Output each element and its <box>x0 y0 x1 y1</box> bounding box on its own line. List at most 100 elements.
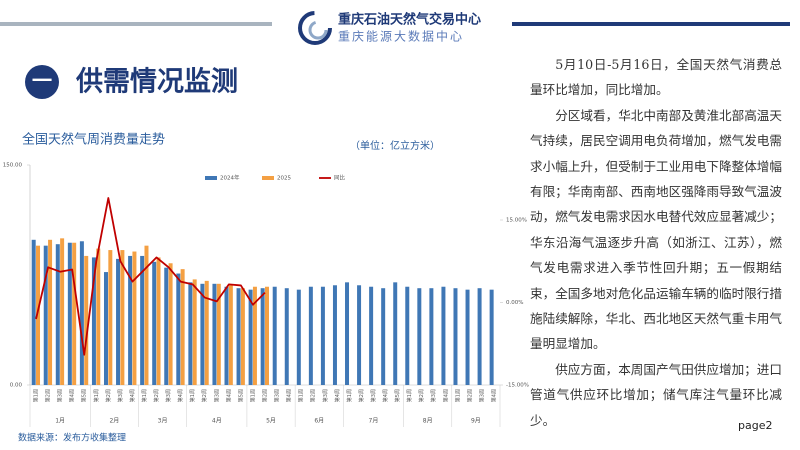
legend-swatch <box>262 176 274 180</box>
paragraph: 供应方面，本周国产气田供应增加；进口管道气供应环比增加；储气库注气量环比减少。 <box>530 361 782 428</box>
bar <box>332 285 337 385</box>
y-tick-label: 150.00 <box>3 163 23 169</box>
bar <box>140 255 145 385</box>
bar <box>120 250 125 385</box>
legend-swatch <box>205 176 217 180</box>
x-group-label: 9月 <box>471 418 481 425</box>
bar <box>84 255 89 385</box>
logo-ring <box>298 11 332 45</box>
page-number: page2 <box>738 419 773 432</box>
logo <box>298 11 332 45</box>
x-tick-label: 第5周 <box>237 389 244 402</box>
bar <box>79 241 84 385</box>
x-tick-label: 第1周 <box>346 389 353 402</box>
x-group-label: 5月 <box>266 418 276 425</box>
body-text: 5月10日-5月16日，全国天然气消费总量环比增加，同比增加。 分区域看，华北中南… <box>530 52 782 433</box>
x-tick-label: 第4周 <box>177 389 184 402</box>
x-tick-label: 第2周 <box>153 389 160 402</box>
bar <box>48 239 53 385</box>
bar <box>164 267 169 385</box>
x-tick-label: 第3周 <box>165 389 172 402</box>
y2-tick-label: 0.00% <box>506 300 523 306</box>
x-tick-label: 第4周 <box>225 389 232 402</box>
x-tick-label: 第4周 <box>334 389 341 402</box>
header-bar-right <box>512 22 790 26</box>
x-tick-label: 第1周 <box>141 389 148 402</box>
x-tick-label: 第2周 <box>418 389 425 402</box>
header-bar-left <box>0 22 272 26</box>
bar <box>204 280 209 385</box>
bar <box>108 250 113 385</box>
bar <box>180 269 185 385</box>
bar <box>465 289 470 385</box>
bar <box>236 288 241 385</box>
x-group-label: 2月 <box>109 418 119 425</box>
bar <box>72 242 77 385</box>
x-tick-label: 第1周 <box>298 389 305 402</box>
bar <box>296 289 301 385</box>
bar <box>489 289 494 385</box>
x-tick-label: 第4周 <box>69 389 76 402</box>
x-tick-label: 第4周 <box>382 389 389 402</box>
org-name: 重庆石油天然气交易中心 <box>338 12 481 28</box>
bar <box>405 286 410 385</box>
x-tick-label: 第4周 <box>129 389 136 402</box>
bar <box>320 286 325 385</box>
bar <box>116 258 121 385</box>
bar <box>308 286 313 385</box>
bar <box>192 279 197 385</box>
bar <box>284 288 289 385</box>
x-tick-label: 第5周 <box>81 389 88 402</box>
logo-inner <box>308 20 328 40</box>
x-tick-label: 第1周 <box>93 389 100 402</box>
section-title: 供需情况监测 <box>75 67 238 98</box>
bar <box>144 245 149 385</box>
x-group-label: 7月 <box>369 418 379 425</box>
bar <box>152 261 157 385</box>
x-tick-label: 第2周 <box>310 389 317 402</box>
x-tick-label: 第1周 <box>454 389 461 402</box>
bar <box>272 286 277 385</box>
bar <box>156 257 161 385</box>
x-tick-label: 第4周 <box>286 389 293 402</box>
section-badge <box>25 65 59 99</box>
legend-label: 2024年 <box>220 174 240 182</box>
org-subname: 重庆能源大数据中心 <box>338 29 464 44</box>
x-group-label: 1月 <box>55 418 65 425</box>
x-group-label: 8月 <box>423 418 433 425</box>
bar <box>453 288 458 385</box>
bar <box>188 282 193 385</box>
x-group-label: 4月 <box>212 418 222 425</box>
bar <box>369 286 374 385</box>
bar <box>224 286 229 385</box>
x-tick-label: 第2周 <box>105 389 112 402</box>
bar <box>477 288 482 385</box>
x-tick-label: 第3周 <box>57 389 64 402</box>
bar <box>216 283 221 385</box>
x-tick-label: 第5周 <box>394 389 401 402</box>
x-tick-label: 第4周 <box>442 389 449 402</box>
bar <box>240 288 245 385</box>
x-tick-label: 第2周 <box>45 389 52 402</box>
x-group-label: 3月 <box>158 418 168 425</box>
line <box>35 197 266 356</box>
y-tick-label: 0.00 <box>10 383 23 389</box>
x-tick-label: 第3周 <box>274 389 281 402</box>
x-tick-label: 第4周 <box>490 389 497 402</box>
bar <box>228 285 233 385</box>
bar <box>417 288 422 385</box>
bar <box>441 286 446 385</box>
bar <box>168 263 173 385</box>
chart-title: 全国天然气周消费量走势 <box>22 132 165 148</box>
bar <box>67 242 72 385</box>
x-tick-label: 第2周 <box>262 389 269 402</box>
x-tick-label: 第1周 <box>406 389 413 402</box>
x-tick-label: 第2周 <box>358 389 365 402</box>
bar <box>36 245 41 385</box>
x-tick-label: 第2周 <box>466 389 473 402</box>
x-tick-label: 第3周 <box>430 389 437 402</box>
bar <box>248 289 253 385</box>
